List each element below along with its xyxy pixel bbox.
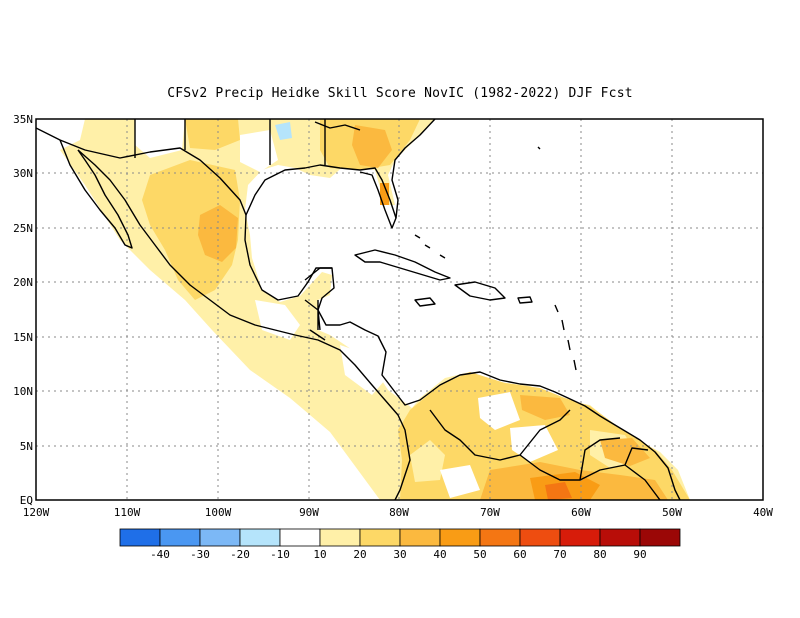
colorbar-swatch bbox=[479, 528, 521, 547]
colorbar-swatch bbox=[239, 528, 281, 547]
lat-label: 15N bbox=[13, 331, 33, 344]
graticule bbox=[36, 119, 763, 500]
colorbar-label: 10 bbox=[313, 548, 326, 561]
colorbar-label: 30 bbox=[393, 548, 406, 561]
colorbar-swatch bbox=[639, 528, 681, 547]
colorbar-swatch bbox=[199, 528, 241, 547]
lon-label: 90W bbox=[299, 506, 319, 519]
colorbar-label: 60 bbox=[513, 548, 526, 561]
colorbar-swatch bbox=[359, 528, 401, 547]
colorbar-swatch bbox=[599, 528, 641, 547]
lat-label: 30N bbox=[13, 167, 33, 180]
colorbar-label: 50 bbox=[473, 548, 486, 561]
lon-label: 50W bbox=[662, 506, 682, 519]
colorbar-swatch bbox=[519, 528, 561, 547]
mexico-highlands bbox=[142, 160, 240, 300]
colorbar-swatch bbox=[399, 528, 441, 547]
skill-shading bbox=[36, 119, 690, 500]
lon-label: 40W bbox=[753, 506, 773, 519]
colorbar-label: -10 bbox=[270, 548, 290, 561]
lat-label: 10N bbox=[13, 385, 33, 398]
lon-labels: 120W 110W 100W 90W 80W 70W 60W 50W 40W bbox=[23, 506, 774, 519]
lat-label: 25N bbox=[13, 222, 33, 235]
colorbar-label: 90 bbox=[633, 548, 646, 561]
colorbar-label: 20 bbox=[353, 548, 366, 561]
lon-label: 110W bbox=[114, 506, 141, 519]
lon-label: 60W bbox=[571, 506, 591, 519]
lat-label: 5N bbox=[20, 440, 33, 453]
colorbar-label: -40 bbox=[150, 548, 170, 561]
colorbar-swatch bbox=[439, 528, 481, 547]
colorbar-swatch bbox=[279, 528, 321, 547]
colorbar-label: 80 bbox=[593, 548, 606, 561]
colorbar-swatch bbox=[119, 528, 161, 547]
lon-label: 120W bbox=[23, 506, 50, 519]
colorbar-label: -20 bbox=[230, 548, 250, 561]
colorbar-swatch bbox=[559, 528, 601, 547]
colorbar-label: 70 bbox=[553, 548, 566, 561]
colorbar-swatch bbox=[159, 528, 201, 547]
coastlines bbox=[36, 119, 681, 500]
lat-labels: 35N 30N 25N 20N 15N 10N 5N EQ bbox=[13, 113, 33, 507]
lon-label: 70W bbox=[480, 506, 500, 519]
lon-label: 100W bbox=[205, 506, 232, 519]
lat-label: EQ bbox=[20, 494, 33, 507]
colorbar-label: -30 bbox=[190, 548, 210, 561]
colorbar: -40 -30 -20 -10 10 20 30 40 50 60 70 80 90 bbox=[119, 528, 681, 561]
map-frame bbox=[35, 118, 764, 501]
map-title: CFSv2 Precip Heidke Skill Score NovIC (1… bbox=[167, 86, 633, 101]
lat-label: 35N bbox=[13, 113, 33, 126]
colorbar-swatch bbox=[319, 528, 361, 547]
lat-label: 20N bbox=[13, 276, 33, 289]
colorbar-label: 40 bbox=[433, 548, 446, 561]
lon-label: 80W bbox=[389, 506, 409, 519]
